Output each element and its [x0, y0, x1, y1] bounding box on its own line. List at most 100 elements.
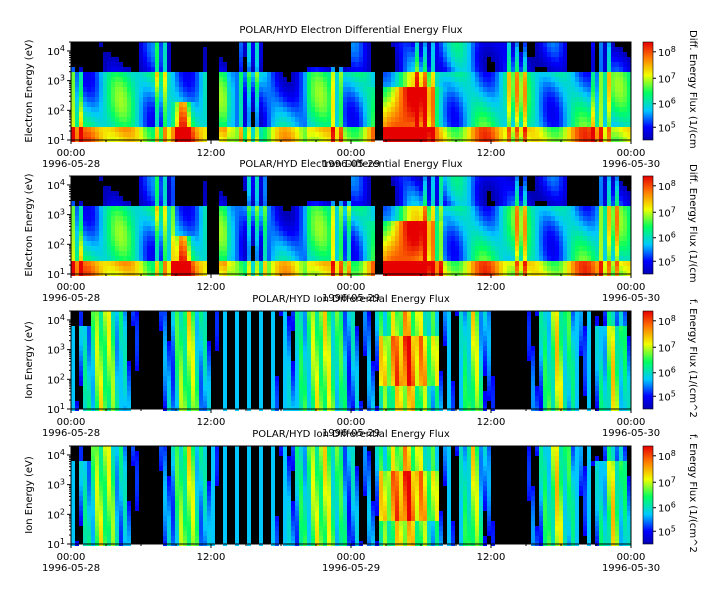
heatmap-cell: [515, 261, 519, 266]
heatmap-cell: [327, 236, 331, 241]
heatmap-cell: [147, 67, 151, 72]
heatmap-cell: [127, 97, 131, 102]
heatmap-cell: [479, 77, 483, 82]
heatmap-cell: [167, 236, 171, 241]
heatmap-cell: [607, 62, 611, 67]
heatmap-cell: [563, 42, 567, 47]
heatmap-cell: [155, 231, 159, 236]
heatmap-cell: [575, 127, 579, 132]
heatmap-cell: [323, 226, 327, 231]
heatmap-cell: [111, 236, 115, 241]
heatmap-cell: [239, 251, 243, 256]
heatmap-cell: [227, 127, 231, 132]
heatmap-cell: [263, 176, 267, 181]
heatmap-cell: [295, 206, 299, 211]
heatmap-cell: [495, 251, 499, 256]
heatmap-cell: [563, 266, 567, 271]
heatmap-cell: [163, 122, 167, 127]
heatmap-cell: [359, 176, 363, 181]
heatmap-cell: [403, 241, 407, 246]
heatmap-cell: [163, 82, 167, 87]
heatmap-cell: [475, 236, 479, 241]
heatmap-cell: [131, 246, 135, 251]
heatmap-cell: [91, 316, 95, 321]
heatmap-cell: [551, 201, 555, 206]
heatmap-cell: [427, 112, 431, 117]
heatmap-cell: [319, 251, 323, 256]
heatmap-cell: [203, 107, 207, 112]
heatmap-cell: [87, 132, 91, 137]
heatmap-cell: [451, 87, 455, 92]
heatmap-cell: [331, 201, 335, 206]
heatmap-cell: [227, 256, 231, 261]
heatmap-cell: [347, 122, 351, 127]
heatmap-cell: [491, 82, 495, 87]
heatmap-cell: [535, 112, 539, 117]
heatmap-cell: [507, 176, 511, 181]
heatmap-cell: [587, 82, 591, 87]
heatmap-cell: [259, 57, 263, 62]
heatmap-cell: [151, 256, 155, 261]
heatmap-cell: [287, 92, 291, 97]
heatmap-cell: [459, 72, 463, 77]
heatmap-cell: [271, 102, 275, 107]
heatmap-cell: [423, 191, 427, 196]
heatmap-cell: [71, 346, 75, 351]
heatmap-cell: [231, 127, 235, 132]
heatmap-cell: [91, 77, 95, 82]
heatmap-cell: [87, 231, 91, 236]
heatmap-cell: [303, 77, 307, 82]
heatmap-cell: [619, 211, 623, 216]
heatmap-cell: [567, 97, 571, 102]
heatmap-cell: [511, 181, 515, 186]
heatmap-cell: [235, 231, 239, 236]
heatmap-cell: [91, 221, 95, 226]
heatmap-cell: [495, 52, 499, 57]
heatmap-cell: [243, 246, 247, 251]
heatmap-cell: [147, 251, 151, 256]
heatmap-cell: [551, 226, 555, 231]
heatmap-cell: [155, 191, 159, 196]
heatmap-cell: [347, 127, 351, 132]
heatmap-cell: [239, 127, 243, 132]
heatmap-cell: [571, 97, 575, 102]
heatmap-cell: [323, 266, 327, 271]
heatmap-cell: [475, 201, 479, 206]
heatmap-cell: [143, 82, 147, 87]
heatmap-cell: [595, 231, 599, 236]
heatmap-cell: [543, 256, 547, 261]
heatmap-cell: [95, 261, 99, 266]
heatmap-cell: [307, 102, 311, 107]
heatmap-cell: [91, 341, 95, 346]
heatmap-cell: [251, 62, 255, 67]
heatmap-cell: [199, 206, 203, 211]
heatmap-cell: [239, 246, 243, 251]
heatmap-cell: [415, 92, 419, 97]
heatmap-cell: [627, 261, 631, 266]
heatmap-cell: [303, 87, 307, 92]
heatmap-cell: [615, 82, 619, 87]
heatmap-cell: [203, 186, 207, 191]
heatmap-cell: [547, 97, 551, 102]
heatmap-cell: [611, 211, 615, 216]
heatmap-cell: [335, 236, 339, 241]
heatmap-cell: [523, 122, 527, 127]
heatmap-cell: [331, 221, 335, 226]
heatmap-cell: [575, 231, 579, 236]
heatmap-cell: [403, 97, 407, 102]
heatmap-cell: [191, 97, 195, 102]
heatmap-cell: [227, 221, 231, 226]
heatmap-cell: [619, 87, 623, 92]
heatmap-cell: [219, 226, 223, 231]
heatmap-cell: [251, 176, 255, 181]
heatmap-cell: [103, 201, 107, 206]
heatmap-cell: [623, 206, 627, 211]
heatmap-cell: [603, 107, 607, 112]
heatmap-cell: [239, 77, 243, 82]
heatmap-cell: [123, 241, 127, 246]
heatmap-cell: [283, 251, 287, 256]
heatmap-cell: [599, 206, 603, 211]
heatmap-cell: [151, 176, 155, 181]
heatmap-cell: [171, 241, 175, 246]
heatmap-cell: [267, 246, 271, 251]
